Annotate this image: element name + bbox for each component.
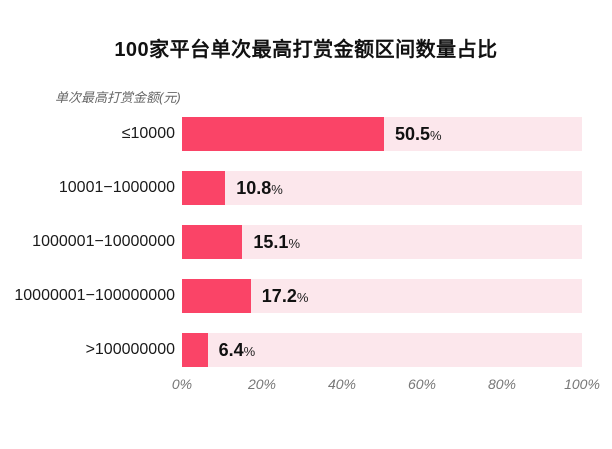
bar-row: 10000001−100000000 17.2% [8,279,582,313]
value-label: 6.4% [219,341,256,360]
value-label: 17.2% [262,287,309,306]
y-axis-title: 单次最高打赏金额(元) [55,90,181,105]
bar-chart-plot-area: ≤10000 50.5% 10001−1000000 10.8% 1000001… [8,117,582,367]
bar-row: 1000001−10000000 15.1% [8,225,582,259]
category-label: 1000001−10000000 [32,233,175,250]
x-axis-tick: 40% [327,376,357,392]
value-number: 50.5 [395,123,431,144]
bar [182,225,243,259]
value-number: 6.4 [218,339,244,360]
bar-track: 15.1% [182,225,582,259]
bar-track: 6.4% [182,333,582,367]
bar [182,171,226,205]
bar-row: >100000000 6.4% [8,333,582,367]
bar-row: 10001−1000000 10.8% [8,171,582,205]
x-axis-tick: 20% [247,376,277,392]
x-axis-tick: 100% [564,376,600,392]
value-number: 10.8 [236,177,272,198]
bar-row: ≤10000 50.5% [8,117,582,151]
percent-sign: % [271,181,283,197]
value-label: 50.5% [395,125,442,144]
category-label: 10000001−100000000 [14,287,175,304]
bar-track: 10.8% [182,171,582,205]
value-label: 15.1% [253,233,300,252]
x-axis-tick: 60% [407,376,437,392]
bar [182,117,384,151]
x-axis-tick: 0% [171,376,193,392]
percent-sign: % [430,127,442,143]
percent-sign: % [296,289,309,305]
x-axis: 0% 20% 40% 60% 80% 100% [172,376,600,398]
category-label: >100000000 [85,341,175,358]
category-label: 10001−1000000 [58,179,175,196]
bar-track: 17.2% [182,279,582,313]
percent-sign: % [243,343,256,359]
chart-title: 100家平台单次最高打赏金额区间数量占比 [114,39,498,61]
bar [182,279,251,313]
bar-track: 50.5% [182,117,582,151]
bar [182,333,208,367]
value-label: 10.8% [236,179,283,198]
x-axis-tick: 80% [487,376,517,392]
value-number: 17.2 [261,285,297,306]
value-number: 15.1 [253,231,289,252]
category-label: ≤10000 [121,125,175,142]
percent-sign: % [288,235,300,251]
